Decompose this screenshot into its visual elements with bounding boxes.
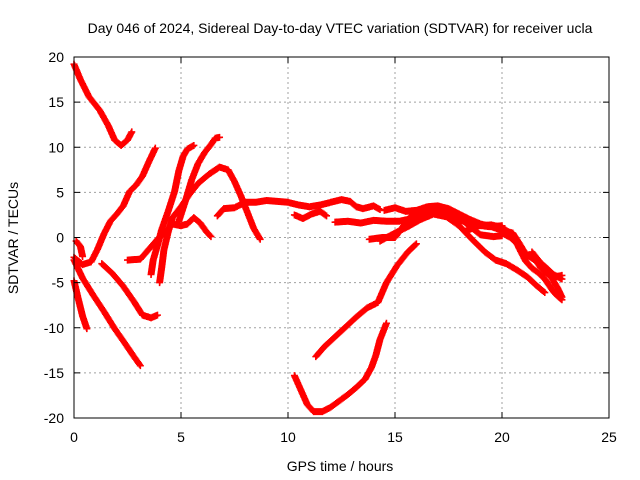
series-arc-10 [175,133,224,225]
series-markers [290,319,390,416]
series-arc-5 [72,237,87,260]
series-markers [175,133,224,225]
x-tick-label: 15 [387,429,403,445]
y-tick-label: 0 [56,230,64,246]
x-tick-label: 5 [177,429,185,445]
series-markers [530,254,566,281]
y-tick-label: -10 [44,320,64,336]
x-tick-label: 25 [601,429,617,445]
series-arc-9 [147,141,198,279]
x-axis-label: GPS time / hours [287,458,394,474]
series-markers [70,60,136,149]
series-arc-17 [376,210,549,297]
series-arc-1 [70,60,136,149]
x-axis: 0 5 10 15 20 25 [70,57,617,445]
x-tick-label: 20 [494,429,510,445]
gridlines [74,57,609,418]
y-tick-label: 15 [48,94,64,110]
chart-title: Day 046 of 2024, Sidereal Day-to-day VTE… [88,20,593,36]
x-tick-label: 0 [70,429,78,445]
series-markers [147,141,198,279]
series-arc-6 [98,260,161,322]
x-tick-label: 10 [280,429,296,445]
series-markers [376,210,549,297]
y-axis-label: SDTVAR / TECUs [5,182,21,294]
series-arc-13 [290,319,390,416]
y-tick-label: 5 [56,184,64,200]
series-markers [156,163,264,287]
y-tick-label: -5 [52,275,65,291]
y-tick-label: 10 [48,139,64,155]
series-arc-14 [312,240,420,361]
y-tick-label: -15 [44,365,64,381]
series-arc-12 [290,207,331,223]
series-markers [290,207,331,223]
series-arc-8 [156,163,264,287]
series-arc-11 [213,196,384,220]
y-tick-label: 20 [48,49,64,65]
series-markers [72,237,87,260]
y-axis: -20 -15 -10 -5 0 5 10 15 20 [44,49,609,426]
series-markers [213,196,384,220]
series-markers [312,240,420,361]
y-tick-label: -20 [44,410,64,426]
series-arc-22 [530,254,566,281]
series-markers [98,260,161,322]
